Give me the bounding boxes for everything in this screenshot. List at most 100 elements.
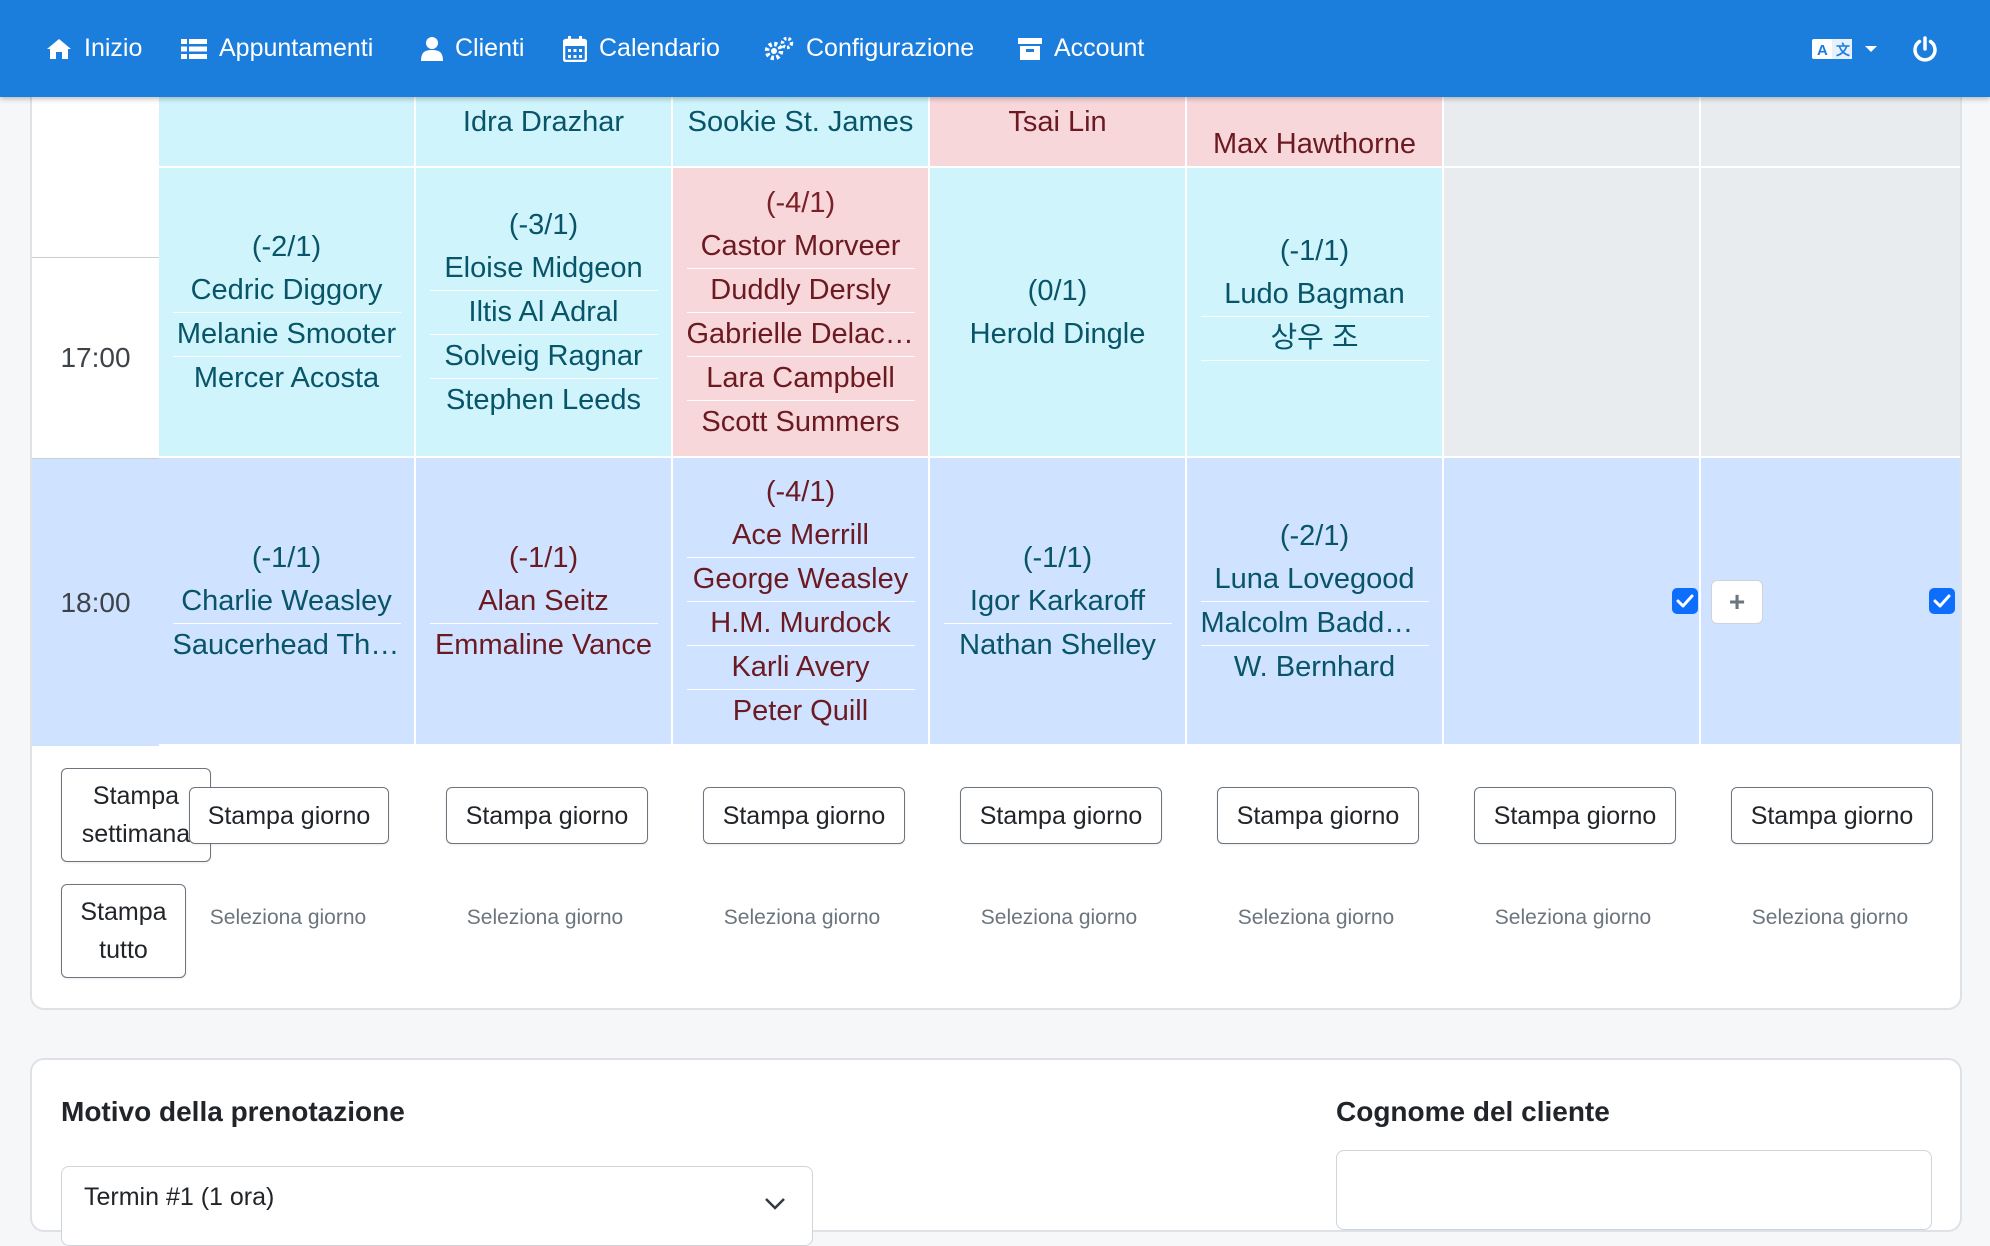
client-name: George Weasley <box>686 558 915 602</box>
print-week-button[interactable]: Stampa settimana <box>61 768 211 862</box>
nav-calendar[interactable]: Calendario <box>563 0 720 97</box>
surname-input[interactable] <box>1336 1150 1932 1230</box>
client-name: Sookie St. James <box>687 106 914 138</box>
print-day-label: Stampa giorno <box>207 801 371 830</box>
client-name: Peter Quill <box>732 694 869 727</box>
slot-17-7 <box>1701 168 1960 458</box>
slot-17-2[interactable]: (-3/1) Eloise Midgeon Iltis Al Adral Sol… <box>416 168 673 458</box>
client-name: Castor Morveer <box>686 225 915 269</box>
client-name: Max Hawthorne <box>1212 128 1417 160</box>
select-day-link[interactable]: Seleziona giorno <box>1237 906 1395 929</box>
slot-count: (-2/1) <box>251 230 322 263</box>
power-icon <box>1913 35 1937 62</box>
slot-count: (-1/1) <box>508 541 579 574</box>
user-icon <box>421 36 443 61</box>
slot-18-2[interactable]: (-1/1) Alan Seitz Emmaline Vance <box>416 458 673 746</box>
client-name: Mercer Acosta <box>193 361 380 394</box>
slot-count: (-1/1) <box>1279 235 1350 267</box>
logout-button[interactable] <box>1912 0 1938 97</box>
slot-17-1[interactable]: (-2/1) Cedric Diggory Melanie Smooter Me… <box>159 168 416 458</box>
slot-18-4[interactable]: (-1/1) Igor Karkaroff Nathan Shelley <box>930 458 1187 746</box>
print-week-label: Stampa settimana <box>81 782 191 848</box>
print-day-button[interactable]: Stampa giorno <box>960 787 1162 844</box>
print-day-button[interactable]: Stampa giorno <box>446 787 648 844</box>
slot-count: (0/1) <box>1027 274 1088 307</box>
booking-card: Motivo della prenotazione Termin #1 (1 o… <box>30 1058 1962 1246</box>
slot-17-3[interactable]: (-4/1) Castor Morveer Duddly Dersly Gabr… <box>673 168 930 458</box>
select-day-link[interactable]: Seleziona giorno <box>209 906 367 929</box>
top-navbar: Inizio Appuntamenti Clienti Calendario C… <box>0 0 1990 97</box>
slot-count: (-4/1) <box>765 186 836 219</box>
nav-home[interactable]: Inizio <box>46 0 142 97</box>
client-name: Duddly Dersly <box>686 269 915 313</box>
reason-label: Motivo della prenotazione <box>61 1096 405 1127</box>
select-day-link[interactable]: Seleziona giorno <box>1751 906 1909 929</box>
client-name: Solveig Ragnar <box>429 335 658 379</box>
slot-18-5[interactable]: (-2/1) Luna Lovegood Malcolm Baddock W. … <box>1187 458 1444 746</box>
reason-select[interactable]: Termin #1 (1 ora) <box>61 1166 813 1246</box>
client-name: Herold Dingle <box>969 317 1146 350</box>
select-all-button[interactable]: Stampa tutto <box>61 884 186 978</box>
client-name: Eloise Midgeon <box>429 247 658 291</box>
time-cell-17: 17:00 <box>32 258 160 458</box>
nav-calendar-label: Calendario <box>599 34 720 62</box>
slot-17-6 <box>1444 168 1701 458</box>
client-name: Alan Seitz <box>429 580 658 624</box>
client-name: Iltis Al Adral <box>429 291 658 335</box>
client-name: Ace Merrill <box>686 514 915 558</box>
calendar-icon <box>563 35 587 62</box>
print-day-button[interactable]: Stampa giorno <box>1474 787 1676 844</box>
print-day-button[interactable]: Stampa giorno <box>703 787 905 844</box>
slot-count: (-2/1) <box>1279 519 1350 552</box>
slot-18-6[interactable] <box>1444 458 1701 746</box>
client-name: Lara Campbell <box>686 357 915 401</box>
select-day-link[interactable]: Seleziona giorno <box>723 906 881 929</box>
surname-label: Cognome del cliente <box>1336 1096 1610 1127</box>
slot-select-checkbox[interactable] <box>1672 588 1698 614</box>
client-name: Gabrielle Delacour <box>686 313 915 357</box>
client-name: H.M. Murdock <box>686 602 915 646</box>
home-icon <box>47 38 71 59</box>
client-name: Ludo Bagman <box>1200 273 1429 317</box>
check-icon <box>1933 594 1951 608</box>
client-name <box>173 117 401 160</box>
slot-18-1[interactable]: (-1/1) Charlie Weasley Saucerhead Tharpe <box>159 458 416 746</box>
nav-configuration[interactable]: Configurazione <box>764 0 974 97</box>
client-name: Emmaline Vance <box>434 628 653 661</box>
select-day-link[interactable]: Seleziona giorno <box>980 906 1138 929</box>
select-day-link[interactable]: Seleziona giorno <box>1494 906 1652 929</box>
client-name: Idra Drazhar <box>462 106 625 138</box>
slot-17-5[interactable]: (-1/1) Ludo Bagman 상우 조 <box>1187 168 1444 458</box>
print-day-label: Stampa giorno <box>465 801 629 830</box>
print-day-button[interactable]: Stampa giorno <box>189 787 389 844</box>
print-day-button[interactable]: Stampa giorno <box>1731 787 1933 844</box>
slot-18-3[interactable]: (-4/1) Ace Merrill George Weasley H.M. M… <box>673 458 930 746</box>
print-day-label: Stampa giorno <box>722 801 886 830</box>
archive-icon <box>1018 37 1042 60</box>
print-day-label: Stampa giorno <box>1236 801 1400 830</box>
select-day-link[interactable]: Seleziona giorno <box>466 906 624 929</box>
nav-clients-label: Clienti <box>455 34 525 62</box>
nav-appointments[interactable]: Appuntamenti <box>181 0 373 97</box>
client-name: W. Bernhard <box>1233 650 1396 683</box>
client-name: Malcolm Baddock <box>1200 602 1429 646</box>
slot-count: (-4/1) <box>765 475 836 508</box>
nav-account[interactable]: Account <box>1018 0 1144 97</box>
time-label: 17:00 <box>60 342 131 373</box>
reason-select-value: Termin #1 (1 ora) <box>84 1183 275 1211</box>
nav-clients[interactable]: Clienti <box>421 0 524 97</box>
slot-17-4[interactable]: (0/1) Herold Dingle <box>930 168 1187 458</box>
add-appointment-button[interactable]: + <box>1711 580 1763 624</box>
time-cell-18: 18:00 <box>32 459 159 746</box>
client-name: Saucerhead Tharpe <box>172 628 401 661</box>
slot-count: (-1/1) <box>1022 541 1093 574</box>
nav-appointments-label: Appuntamenti <box>219 34 374 62</box>
slot-select-checkbox[interactable] <box>1929 588 1955 614</box>
print-day-button[interactable]: Stampa giorno <box>1217 787 1419 844</box>
client-name: Tsai Lin <box>1008 106 1107 138</box>
check-icon <box>1676 594 1694 608</box>
svg-text:文: 文 <box>1836 42 1851 58</box>
slot-count: (-1/1) <box>251 541 322 574</box>
print-day-label: Stampa giorno <box>1493 801 1657 830</box>
